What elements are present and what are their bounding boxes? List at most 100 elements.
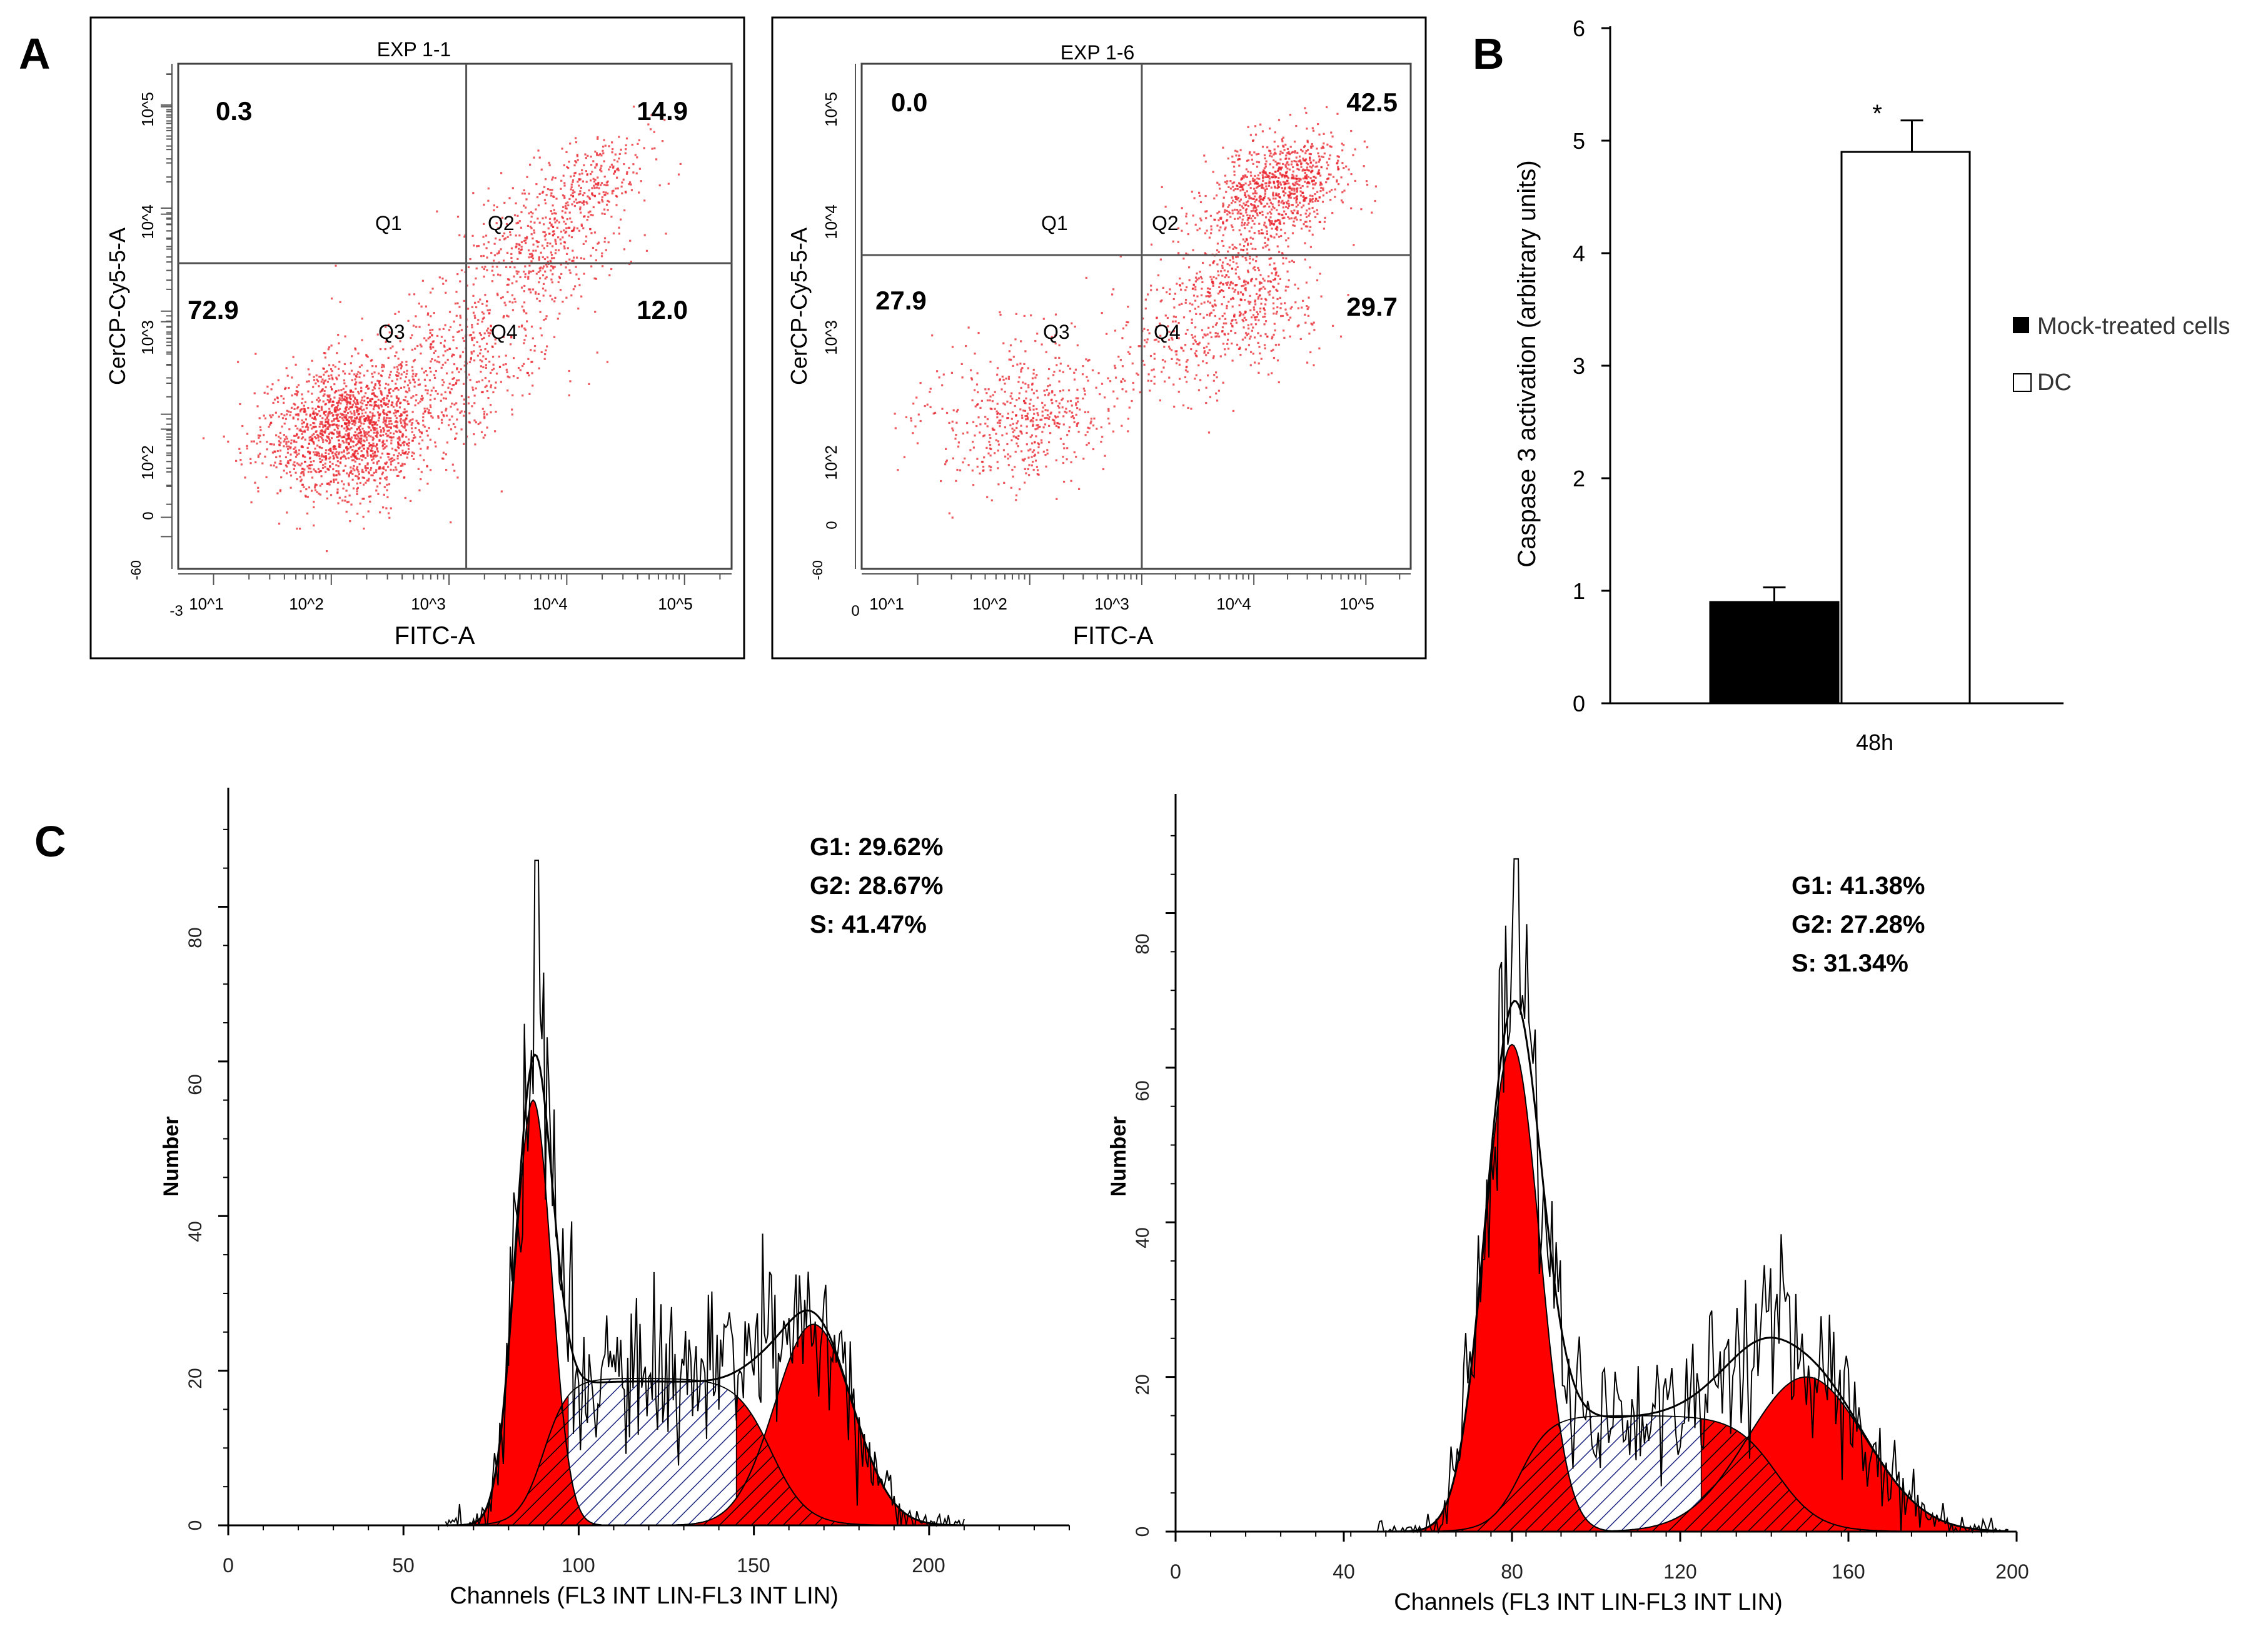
scatter-dot [1322, 156, 1324, 158]
scatter-dot [356, 468, 358, 470]
scatter-dot [426, 446, 429, 448]
scatter-dot [326, 550, 328, 553]
scatter-dot [376, 423, 378, 426]
scatter-dot [349, 410, 352, 413]
scatter-dot [1211, 278, 1213, 281]
scatter-dot [326, 421, 329, 423]
scatter-dot [355, 406, 357, 408]
scatter-dot [381, 369, 384, 372]
scatter-dot [1237, 291, 1239, 293]
scatter-dot [411, 369, 414, 372]
scatter-dot [498, 252, 500, 254]
scatter-dot [1316, 148, 1318, 150]
scatter-dot [1275, 176, 1278, 178]
scatter-dot [1279, 183, 1283, 186]
scatter-dot [341, 440, 344, 443]
scatter-dot [1306, 216, 1308, 218]
scatter-dot [1267, 239, 1269, 241]
scatter-dot [1253, 266, 1256, 268]
scatter-dot [1278, 176, 1280, 179]
scatter-dot [1037, 446, 1040, 448]
scatter-dot [1268, 373, 1270, 376]
scatter-dot [442, 451, 445, 454]
scatter-dot [1280, 314, 1283, 318]
scatter-dot [459, 314, 461, 317]
scatter-dot [1062, 423, 1065, 426]
scatter-dot [602, 152, 605, 154]
scatter-dot [523, 270, 525, 273]
scatter-dot [502, 316, 505, 319]
scatter-dot [549, 259, 552, 262]
scatter-dot [357, 352, 360, 354]
scatter-dot [330, 374, 333, 376]
scatter-dot [325, 451, 327, 454]
scatter-dot [237, 361, 239, 363]
scatter-dot [1269, 290, 1271, 293]
scatter-dot [1306, 139, 1309, 142]
scatter-dot [505, 304, 507, 306]
scatter-dot [322, 455, 325, 458]
scatter-dot [1341, 149, 1344, 152]
scatter-dot [544, 178, 547, 181]
scatter-dot [384, 387, 386, 389]
scatter-dot [495, 222, 498, 224]
scatter-dot [356, 416, 358, 419]
scatter-dot [429, 329, 431, 331]
scatter-dot [1239, 243, 1241, 246]
scatter-dot [1312, 187, 1314, 189]
scatter-dot [1304, 313, 1306, 316]
scatter-dot [400, 421, 403, 424]
scatter-dot [1304, 242, 1306, 244]
scatter-dot [376, 333, 379, 336]
scatter-dot [1314, 193, 1316, 196]
scatter-dot [1282, 206, 1284, 209]
scatter-dot [469, 258, 471, 261]
scatter-dot [1016, 363, 1019, 366]
scatter-dot [333, 433, 335, 436]
scatter-dot [1252, 238, 1254, 240]
scatter-dot [1226, 307, 1228, 309]
scatter-dot [311, 464, 313, 466]
scatter-dot [254, 481, 256, 484]
scatter-dot [359, 407, 361, 409]
scatter-dot [1004, 403, 1006, 406]
scatter-dot [315, 418, 317, 421]
scatter-dot [463, 236, 466, 238]
scatter-dot [1017, 420, 1019, 423]
scatter-dot [1067, 430, 1071, 433]
scatter-dot [371, 373, 373, 375]
scatter-dot [615, 204, 618, 206]
scatter-dot [480, 391, 483, 394]
scatter-dot [354, 347, 356, 349]
scatter-dot [929, 388, 932, 390]
scatter-dot [373, 428, 375, 431]
scatter-dot [1246, 159, 1249, 162]
scatter-dot [1041, 414, 1044, 417]
scatter-dot [384, 348, 386, 351]
scatter-dot [545, 233, 547, 236]
scatter-dot [328, 449, 330, 451]
scatter-dot [387, 456, 390, 458]
scatter-dot [1214, 299, 1216, 302]
scatter-dot [350, 369, 353, 372]
scatter-dot [995, 433, 997, 435]
scatter-dot [1015, 494, 1018, 496]
scatter-dot [402, 411, 405, 414]
scatter-dot [333, 391, 336, 394]
scatter-dot [493, 243, 496, 245]
scatter-dot [372, 452, 375, 454]
scatter-dot [477, 423, 480, 426]
scatter-dot [1253, 180, 1256, 183]
scatter-dot [941, 408, 944, 410]
scatter-dot [351, 355, 353, 358]
scatter-dot [1231, 155, 1234, 158]
scatter-dot [458, 234, 461, 236]
scatter-dot [1193, 197, 1196, 199]
scatter-dot [321, 437, 323, 439]
scatter-dot [441, 421, 443, 424]
scatter-dot [353, 452, 356, 454]
scatter-dot [325, 421, 327, 424]
scatter-dot [1256, 186, 1258, 189]
scatter-dot [1216, 263, 1219, 266]
scatter-dot [510, 336, 513, 339]
